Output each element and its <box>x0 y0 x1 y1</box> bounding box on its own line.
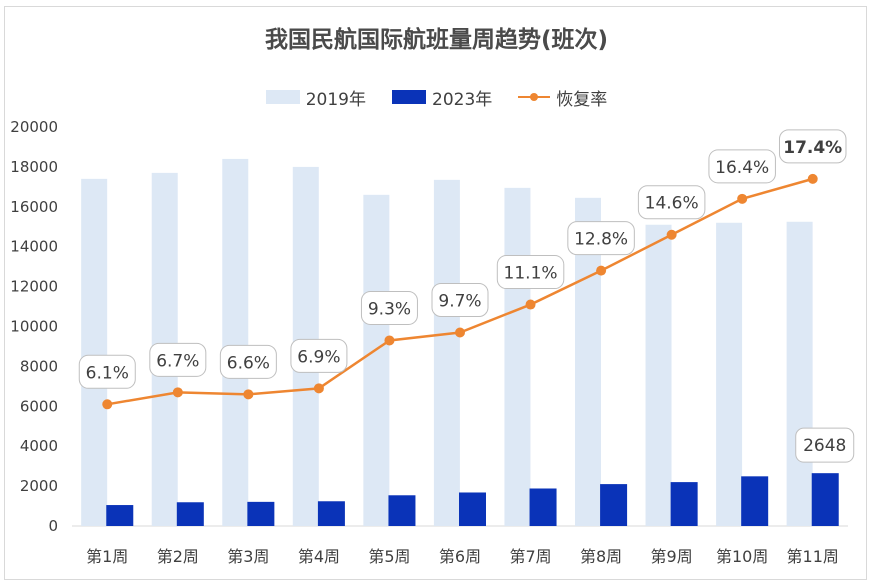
recovery-data-label: 9.3% <box>368 299 411 319</box>
recovery-label-box <box>637 185 706 220</box>
y-tick-label: 12000 <box>10 278 58 296</box>
recovery-point <box>455 327 465 338</box>
legend-swatch-recovery <box>518 90 551 104</box>
recovery-data-label: 16.4% <box>715 158 769 178</box>
bar-2019 <box>645 224 672 526</box>
recovery-data-label: 12.8% <box>574 230 628 250</box>
x-category-label: 第1周 <box>86 547 128 566</box>
recovery-label-box <box>567 221 635 256</box>
recovery-point <box>737 193 748 204</box>
recovery-point <box>596 265 607 276</box>
recovery-point <box>666 229 677 240</box>
bar-annotation-box <box>795 427 855 463</box>
y-tick-label: 2000 <box>20 477 58 495</box>
bar-2023 <box>670 482 698 526</box>
x-category-label: 第9周 <box>651 547 693 566</box>
recovery-point <box>243 389 254 400</box>
x-category-label: 第11周 <box>787 547 839 566</box>
recovery-point <box>102 399 113 410</box>
bar-2023 <box>388 495 416 526</box>
chart-title: 我国民航国际航班量周趋势(班次) <box>264 27 609 53</box>
bar-2023 <box>811 473 839 526</box>
recovery-point <box>384 335 395 346</box>
y-tick-label: 20000 <box>10 118 58 136</box>
y-tick-label: 10000 <box>10 318 58 336</box>
bar-2019 <box>504 187 531 526</box>
bar-annotation-label: 2648 <box>803 436 846 456</box>
x-category-label: 第3周 <box>227 547 269 566</box>
recovery-data-label: 6.7% <box>156 351 199 371</box>
legend-item-recovery: 恢复率 <box>518 85 607 110</box>
legend: 2019年 2023年 恢复率 <box>0 84 873 110</box>
y-tick-label: 18000 <box>10 158 58 176</box>
recovery-label-box <box>149 342 207 377</box>
x-category-label: 第10周 <box>716 547 768 566</box>
y-tick-label: 14000 <box>10 238 58 256</box>
x-category-label: 第4周 <box>298 547 340 566</box>
recovery-label-box <box>219 344 277 379</box>
x-category-label: 第2周 <box>157 547 199 566</box>
bar-2023 <box>247 501 275 526</box>
recovery-point <box>525 299 536 310</box>
x-category-label: 第8周 <box>580 547 622 566</box>
y-tick-label: 8000 <box>20 357 58 375</box>
recovery-data-label: 11.1% <box>504 264 558 284</box>
y-tick-label: 16000 <box>10 198 58 216</box>
y-tick-label: 0 <box>48 517 58 535</box>
recovery-data-label: 17.4% <box>783 138 842 158</box>
legend-item-2023: 2023年 <box>392 85 492 110</box>
y-tick-label: 4000 <box>20 437 58 455</box>
bar-2019 <box>433 179 460 526</box>
bar-2019 <box>81 178 108 526</box>
recovery-data-label: 9.7% <box>438 291 481 311</box>
bar-2019 <box>786 221 813 526</box>
legend-swatch-2019 <box>265 90 300 104</box>
legend-label-2019: 2019年 <box>305 89 366 110</box>
recovery-point <box>313 383 324 394</box>
recovery-point <box>172 387 183 398</box>
recovery-data-label: 6.9% <box>297 347 340 367</box>
bar-2023 <box>176 502 204 526</box>
x-category-label: 第7周 <box>509 547 551 566</box>
legend-item-2019: 2019年 <box>265 85 366 110</box>
recovery-label-box <box>496 255 565 290</box>
recovery-data-label: 6.1% <box>86 363 129 383</box>
bar-2019 <box>716 222 743 526</box>
recovery-point <box>807 173 818 184</box>
legend-label-2023: 2023年 <box>432 89 493 110</box>
bar-2019 <box>222 158 249 527</box>
recovery-label-box <box>360 290 418 325</box>
bar-2023 <box>459 492 486 526</box>
bar-2023 <box>106 505 134 526</box>
x-category-label: 第5周 <box>368 547 410 566</box>
x-category-label: 第6周 <box>439 547 481 566</box>
bar-2023 <box>741 476 769 526</box>
legend-swatch-2023 <box>392 90 426 104</box>
bar-2023 <box>317 501 345 526</box>
recovery-label-box <box>431 282 489 317</box>
recovery-data-label: 6.6% <box>227 353 270 373</box>
y-tick-label: 6000 <box>20 397 58 415</box>
recovery-label-box <box>290 338 348 373</box>
recovery-data-label: 14.6% <box>645 194 699 214</box>
recovery-label-box <box>778 129 847 164</box>
bar-2019 <box>363 194 390 526</box>
recovery-label-box <box>708 149 776 184</box>
recovery-label-box <box>78 354 136 389</box>
bar-2023 <box>600 484 628 526</box>
legend-label-recovery: 恢复率 <box>556 89 608 110</box>
bar-2023 <box>529 488 557 526</box>
